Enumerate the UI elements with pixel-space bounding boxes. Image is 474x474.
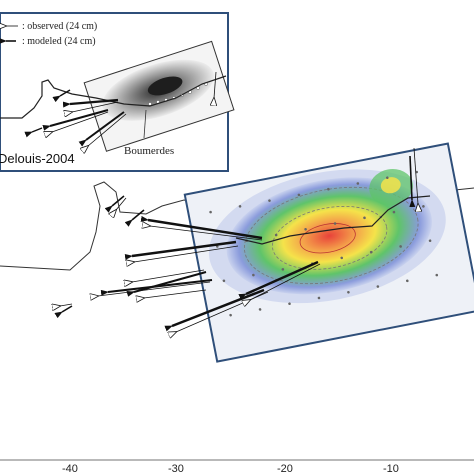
observed-arrow	[98, 281, 211, 296]
modeled-arrow	[409, 155, 416, 208]
legend-observed-label: : observed (24 cm)	[22, 21, 97, 32]
modeled-arrow	[238, 260, 319, 300]
inset-modeled-arrow	[24, 127, 43, 138]
inset-slip-core	[147, 76, 183, 96]
observed-arrow	[413, 147, 418, 204]
slip-contour-line-1	[299, 223, 356, 254]
modeled-arrow	[126, 271, 207, 297]
slip-contour-line-3	[244, 186, 419, 285]
inset-modeled-arrow	[62, 98, 119, 108]
inset-coastline	[0, 75, 227, 119]
observed-arrow	[60, 304, 73, 306]
observed-arrow	[132, 269, 205, 282]
legend-modeled-label: : modeled (24 cm)	[22, 36, 96, 47]
x-tick-label: -30	[168, 463, 184, 474]
inset-observed-arrow	[72, 101, 119, 112]
panel-coastline	[235, 195, 431, 245]
inset-modeled-arrow	[42, 109, 109, 131]
observed-arrow	[250, 263, 321, 300]
modeled-arrow	[100, 279, 213, 296]
observed-arrow	[150, 226, 263, 241]
inset-title: Delouis-2004	[0, 151, 75, 166]
modeled-arrow	[54, 305, 73, 319]
secondary-slip-core	[380, 177, 401, 194]
place-pointer	[143, 109, 147, 139]
inset-observed-arrow	[214, 71, 216, 98]
x-tick-label: -20	[277, 463, 293, 474]
x-axis: -40 -30 -20 -10	[0, 459, 474, 474]
modeled-arrow	[140, 215, 263, 240]
inset-observed-arrow	[88, 113, 127, 146]
place-label-boumerdes: Boumerdes	[124, 145, 174, 157]
observed-arrow	[116, 197, 127, 210]
modeled-arrow	[124, 209, 145, 227]
displacement-arrows	[54, 147, 418, 332]
modeled-arrow	[124, 240, 237, 260]
x-tick-label: -40	[62, 463, 78, 474]
inset-fault-box	[83, 40, 235, 152]
slip-panel	[183, 142, 474, 363]
x-tick-label: -10	[383, 463, 399, 474]
inset-modeled-arrow	[78, 111, 125, 147]
slip-patch	[226, 177, 432, 295]
modeled-arrow	[164, 288, 265, 332]
inset-modeled-arrow	[52, 89, 71, 103]
observed-arrow	[144, 289, 207, 298]
modeled-arrow	[104, 195, 125, 213]
observed-arrow	[134, 245, 239, 262]
inset-panel: : observed (24 cm) : modeled (24 cm) Bou…	[0, 12, 235, 172]
inset-observed-arrow	[52, 111, 109, 132]
